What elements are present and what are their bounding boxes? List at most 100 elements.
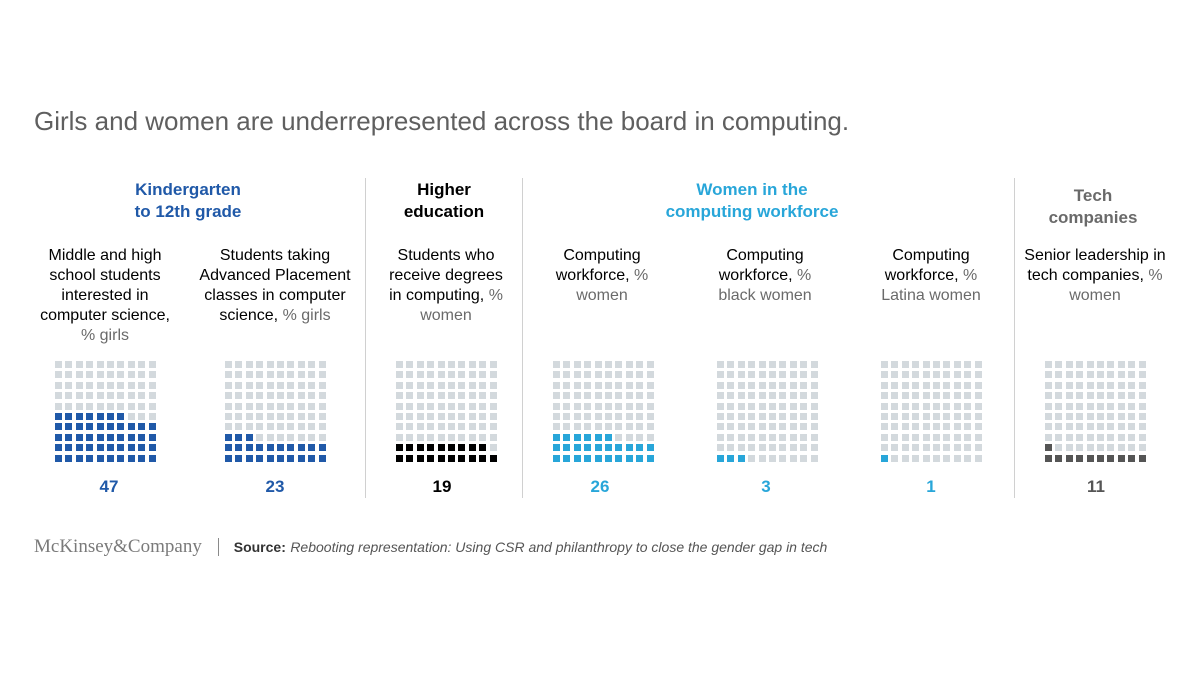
group-title-line1: Women in the [696,180,808,199]
waffle-cell-filled [117,423,125,431]
waffle-cell-empty [594,371,602,379]
waffle-cell-empty [901,444,909,452]
waffle-cell-empty [646,413,654,420]
waffle-cell-empty [448,381,455,389]
group-title-tech-companies: Tech companies [963,185,1200,229]
waffle-cell-empty [922,392,930,400]
waffle-cell-empty [406,381,414,389]
waffle-cell-empty [468,392,476,400]
waffle-cell-empty [266,433,274,441]
waffle-cell-empty [107,371,114,379]
waffle-cell-empty [148,392,156,400]
waffle-cell-empty [584,361,592,368]
waffle-cell-empty [769,402,776,410]
waffle-cell-empty [646,423,654,431]
waffle-cell-empty [1138,371,1146,379]
waffle-cell-empty [1097,402,1104,410]
waffle-cell-empty [789,371,797,379]
waffle-cell-empty [479,413,487,420]
waffle-cell-empty [625,433,633,441]
waffle-cell-empty [912,371,920,379]
waffle-cell-empty [138,392,146,400]
waffle-cell-empty [748,361,756,368]
waffle-cell-empty [127,402,135,410]
value-label-5: 3 [761,477,771,496]
waffle-cell-empty [1097,423,1104,431]
waffle-cell-empty [646,392,654,400]
waffle-cell-empty [800,454,808,462]
waffle-cell-empty [468,361,476,368]
waffle-cell-empty [553,361,560,368]
waffle-cell-filled [615,454,623,462]
column-label-7: Senior leadership in tech companies, % w… [1018,246,1173,306]
waffle-cell-filled [138,433,146,441]
waffle-cell-filled [266,454,274,462]
waffle-cell-filled [458,444,466,452]
waffle-cell-empty [1086,392,1094,400]
waffle-cell-filled [1076,454,1084,462]
waffle-cell-filled [225,454,232,462]
waffle-cell-empty [922,371,930,379]
waffle-cell-empty [563,392,571,400]
waffle-cell-empty [266,423,274,431]
waffle-cell-empty [308,392,316,400]
waffle-cell-empty [308,433,316,441]
waffle-cell-empty [727,381,735,389]
waffle-cell-empty [75,392,83,400]
waffle-cell-filled [297,454,305,462]
waffle-cell-empty [437,433,445,441]
waffle-cell-empty [427,402,435,410]
column-label-unit: % women [576,267,649,304]
waffle-cell-empty [800,361,808,368]
waffle-cell-filled [65,423,73,431]
waffle-cell-filled [594,454,602,462]
waffle-cell-empty [308,381,316,389]
waffle-cell-empty [96,392,104,400]
waffle-cell-empty [789,444,797,452]
waffle-cell-empty [1128,413,1136,420]
column-label-unit: % women [420,287,503,324]
waffle-cell-empty [953,423,961,431]
waffle-cell-empty [737,361,745,368]
waffle-cell-empty [953,381,961,389]
waffle-cell-empty [1086,381,1094,389]
waffle-cell-empty [933,402,940,410]
waffle-cell-empty [1117,423,1125,431]
waffle-cell-empty [810,392,818,400]
waffle-cell-filled [235,454,243,462]
waffle-cell-filled [235,433,243,441]
waffle-cell-empty [800,444,808,452]
waffle-cell-empty [266,371,274,379]
waffle-cell-empty [468,381,476,389]
waffle-cell-empty [789,361,797,368]
waffle-cell-empty [266,392,274,400]
waffle-cell-empty [1065,361,1073,368]
waffle-cell-empty [964,392,972,400]
waffle-cell-empty [138,413,146,420]
waffle-cell-empty [225,392,232,400]
waffle-cell-filled [563,454,571,462]
waffle-cell-empty [55,381,62,389]
value-label-7: 11 [1087,477,1105,496]
waffle-cell-filled [594,433,602,441]
waffle-cell-empty [912,392,920,400]
waffle-cell-empty [943,381,951,389]
waffle-cell-empty [881,413,888,420]
waffle-cell-empty [489,402,497,410]
waffle-cell-empty [943,361,951,368]
waffle-cell-filled [553,444,560,452]
waffle-cell-empty [891,454,899,462]
column-label-text: Computing workforce, [884,247,970,284]
waffle-cell-empty [406,433,414,441]
waffle-cell-empty [308,423,316,431]
waffle-cell-empty [416,423,424,431]
waffle-cell-empty [1045,371,1052,379]
waffle-cell-empty [727,413,735,420]
waffle-cell-empty [1097,444,1104,452]
waffle-cell-filled [573,454,581,462]
waffle-cell-filled [573,444,581,452]
source-label: Source: [233,539,286,555]
waffle-cell-empty [1065,444,1073,452]
footer-separator [218,538,220,556]
waffle-cell-empty [748,371,756,379]
